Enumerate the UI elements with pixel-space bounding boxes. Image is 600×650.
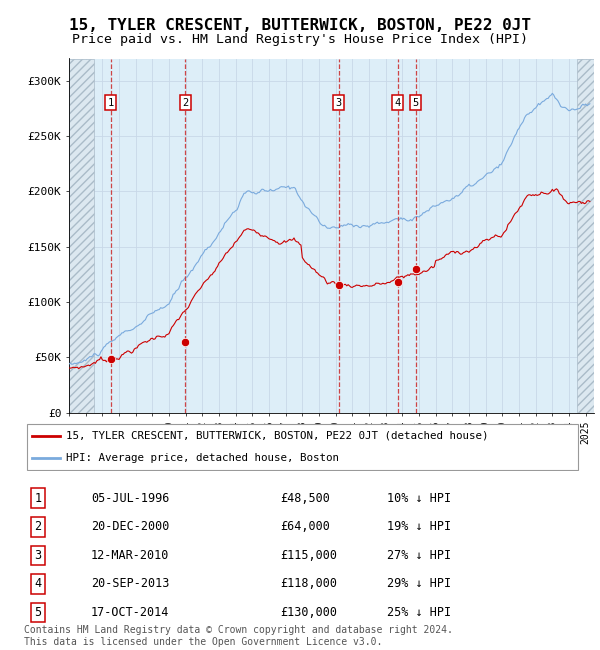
Text: £130,000: £130,000 (281, 606, 338, 619)
Text: 5: 5 (34, 606, 41, 619)
Text: 19% ↓ HPI: 19% ↓ HPI (387, 520, 451, 533)
Text: 20-SEP-2013: 20-SEP-2013 (91, 577, 169, 590)
Text: 2: 2 (34, 520, 41, 533)
Text: 29% ↓ HPI: 29% ↓ HPI (387, 577, 451, 590)
Text: 05-JUL-1996: 05-JUL-1996 (91, 491, 169, 504)
Text: 17-OCT-2014: 17-OCT-2014 (91, 606, 169, 619)
Text: 15, TYLER CRESCENT, BUTTERWICK, BOSTON, PE22 0JT: 15, TYLER CRESCENT, BUTTERWICK, BOSTON, … (69, 18, 531, 33)
Text: 2: 2 (182, 98, 188, 108)
Text: 12-MAR-2010: 12-MAR-2010 (91, 549, 169, 562)
Text: £64,000: £64,000 (281, 520, 331, 533)
Text: 5: 5 (412, 98, 419, 108)
Text: 4: 4 (34, 577, 41, 590)
Text: 3: 3 (336, 98, 342, 108)
Text: 10% ↓ HPI: 10% ↓ HPI (387, 491, 451, 504)
Text: £48,500: £48,500 (281, 491, 331, 504)
Bar (577, 58, 594, 413)
Bar (69, 58, 94, 413)
Text: HPI: Average price, detached house, Boston: HPI: Average price, detached house, Bost… (66, 453, 339, 463)
Text: 1: 1 (34, 491, 41, 504)
Text: 4: 4 (395, 98, 401, 108)
Text: 1: 1 (108, 98, 114, 108)
Text: 25% ↓ HPI: 25% ↓ HPI (387, 606, 451, 619)
Text: 15, TYLER CRESCENT, BUTTERWICK, BOSTON, PE22 0JT (detached house): 15, TYLER CRESCENT, BUTTERWICK, BOSTON, … (66, 431, 488, 441)
Text: 3: 3 (34, 549, 41, 562)
FancyBboxPatch shape (27, 424, 578, 470)
Text: 27% ↓ HPI: 27% ↓ HPI (387, 549, 451, 562)
Text: £118,000: £118,000 (281, 577, 338, 590)
Text: £115,000: £115,000 (281, 549, 338, 562)
Text: Price paid vs. HM Land Registry's House Price Index (HPI): Price paid vs. HM Land Registry's House … (72, 32, 528, 46)
Text: Contains HM Land Registry data © Crown copyright and database right 2024.
This d: Contains HM Land Registry data © Crown c… (24, 625, 453, 647)
Text: 20-DEC-2000: 20-DEC-2000 (91, 520, 169, 533)
